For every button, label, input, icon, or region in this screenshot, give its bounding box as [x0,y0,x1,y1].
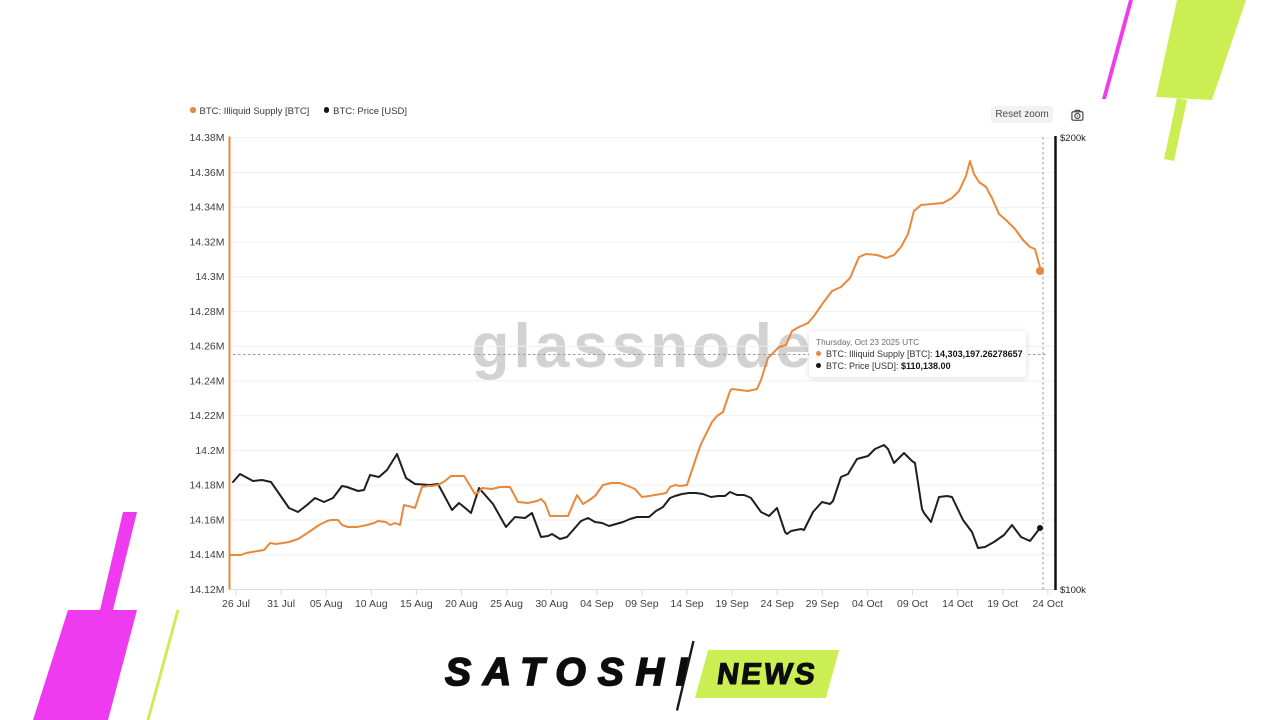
svg-text:19 Sep: 19 Sep [715,598,748,610]
svg-text:09 Sep: 09 Sep [625,598,658,610]
svg-text:25 Aug: 25 Aug [490,598,523,610]
svg-text:14.16M: 14.16M [189,515,224,527]
svg-text:31 Jul: 31 Jul [267,598,295,610]
svg-text:14.36M: 14.36M [189,167,224,179]
svg-text:14.2M: 14.2M [195,445,224,457]
svg-text:14.32M: 14.32M [189,236,224,248]
svg-text:14.3M: 14.3M [195,271,224,283]
svg-text:26 Jul: 26 Jul [222,598,250,610]
svg-text:15 Aug: 15 Aug [400,598,433,610]
svg-text:19 Oct: 19 Oct [987,598,1018,610]
svg-text:09 Oct: 09 Oct [897,598,928,610]
svg-text:14.38M: 14.38M [189,132,224,144]
svg-text:14.22M: 14.22M [189,410,224,422]
svg-text:14.18M: 14.18M [189,480,224,492]
svg-text:20 Aug: 20 Aug [445,598,478,610]
svg-text:29 Sep: 29 Sep [806,598,839,610]
svg-text:14.26M: 14.26M [189,341,224,353]
svg-text:24 Sep: 24 Sep [761,598,794,610]
svg-text:30 Aug: 30 Aug [535,598,568,610]
svg-text:14 Oct: 14 Oct [942,598,973,610]
svg-text:14 Sep: 14 Sep [670,598,703,610]
svg-text:14.34M: 14.34M [189,202,224,214]
svg-text:14.28M: 14.28M [189,306,224,318]
svg-text:$200k: $200k [1060,133,1086,144]
svg-text:$100k: $100k [1060,585,1086,596]
svg-text:14.14M: 14.14M [189,549,224,561]
svg-text:24 Oct: 24 Oct [1032,598,1063,610]
svg-text:14.12M: 14.12M [189,584,224,596]
svg-text:04 Oct: 04 Oct [852,598,883,610]
svg-text:10 Aug: 10 Aug [355,598,388,610]
svg-text:14.24M: 14.24M [189,375,224,387]
svg-text:04 Sep: 04 Sep [580,598,613,610]
svg-text:05 Aug: 05 Aug [310,598,343,610]
